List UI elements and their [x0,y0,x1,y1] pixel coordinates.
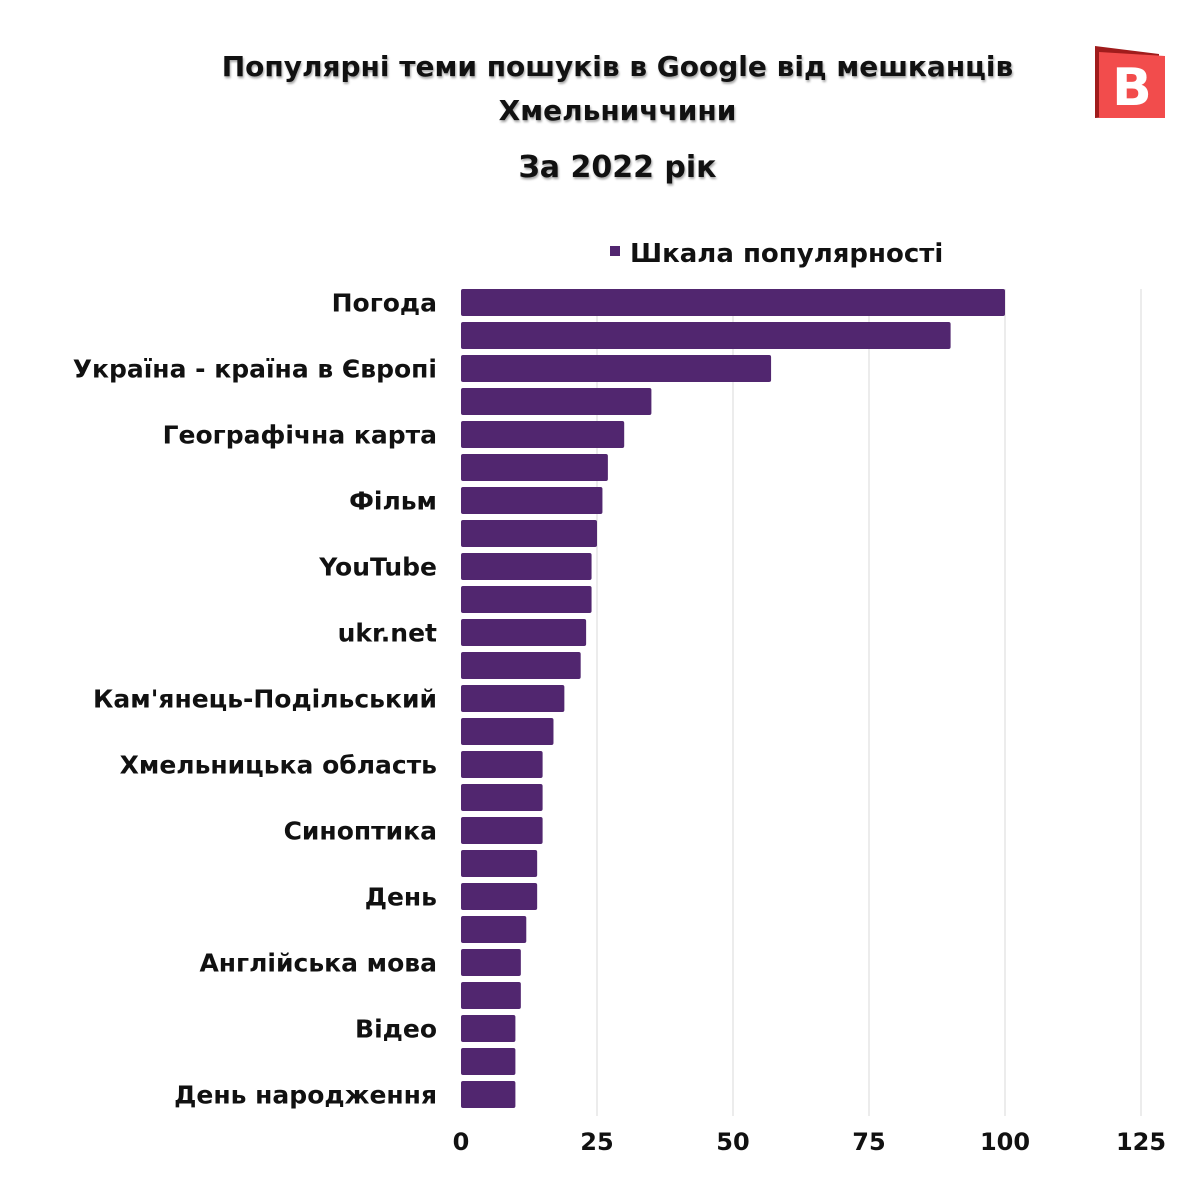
category-label: Погода [332,289,437,318]
chart-subtitle: За 2022 рік [518,150,717,185]
bar [461,982,521,1009]
bar [461,883,538,910]
x-tick-label: 100 [980,1128,1030,1156]
x-tick-label: 125 [1116,1128,1166,1156]
bar [461,322,951,349]
category-label: Відео [355,1015,437,1044]
bar [461,652,581,679]
bar [461,520,597,547]
bar [461,685,565,712]
category-label: Україна - країна в Європі [73,355,437,384]
x-tick-label: 50 [716,1128,749,1156]
x-tick-label: 75 [852,1128,885,1156]
category-label: ukr.net [338,619,437,648]
bar [461,454,608,481]
bar [461,1081,516,1108]
bar [461,751,543,778]
bar [461,850,538,877]
category-label: Географічна карта [163,421,437,450]
bar [461,487,603,514]
category-label: Кам'янець-Подільський [93,685,437,714]
logo-icon: B [1095,46,1165,118]
bar [461,421,625,448]
bar [461,619,587,646]
bar [461,784,543,811]
x-tick-label: 0 [453,1128,470,1156]
bar [461,355,772,382]
category-label: День [365,883,437,912]
bar [461,916,527,943]
category-label: Хмельницька область [120,751,437,780]
svg-text:B: B [1112,58,1152,118]
bar [461,817,543,844]
bar [461,553,592,580]
category-label: YouTube [318,553,437,582]
bar [461,289,1005,316]
bar [461,1015,516,1042]
bar [461,586,592,613]
chart-title: Популярні теми пошуків в Google від мешк… [221,50,1014,127]
legend-marker [610,246,620,256]
bar [461,388,652,415]
x-tick-label: 25 [580,1128,613,1156]
category-label: Фільм [349,487,437,516]
bar [461,949,521,976]
legend-entry: Шкала популярності [630,239,943,269]
category-label: Синоптика [284,817,437,846]
category-label: Англійська мова [199,949,437,978]
category-label: День народження [174,1081,437,1110]
bar [461,718,554,745]
bar [461,1048,516,1075]
